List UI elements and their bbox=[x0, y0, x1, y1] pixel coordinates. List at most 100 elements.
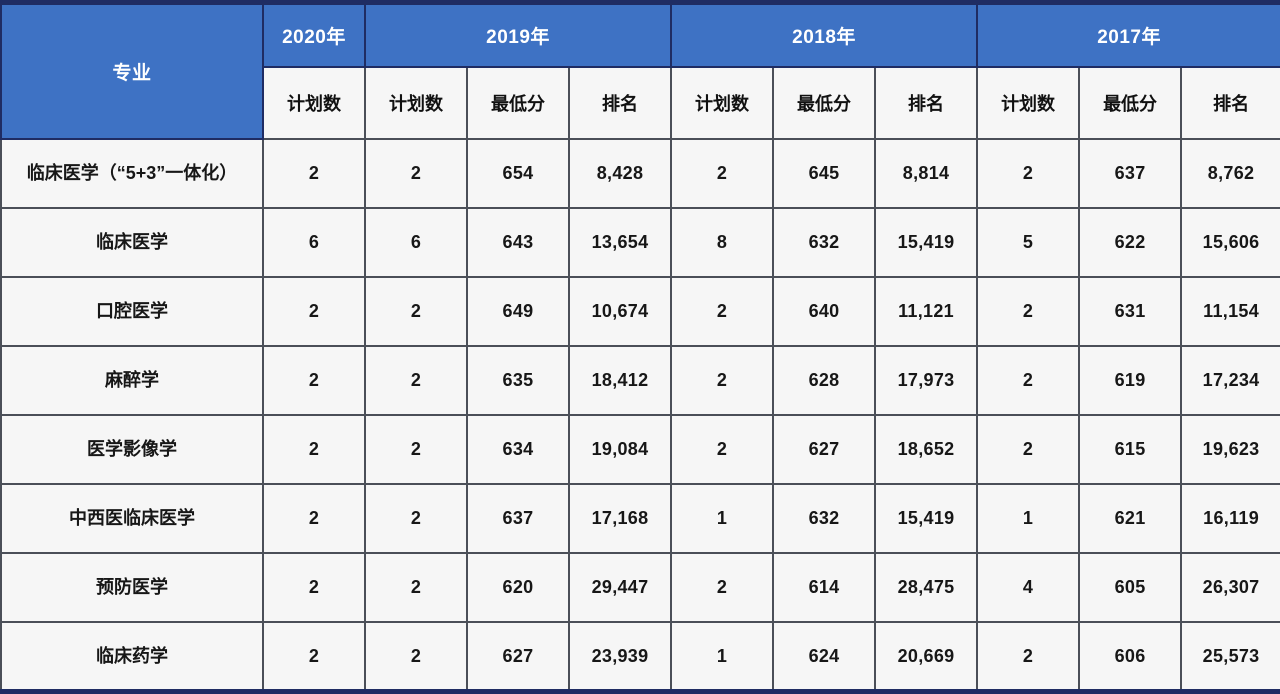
value-cell: 19,623 bbox=[1180, 413, 1280, 486]
value-cell: 615 bbox=[1078, 413, 1183, 486]
value-cell: 2 bbox=[670, 413, 775, 486]
table-row: 麻醉学 2 2 635 18,412 2 628 17,973 2 619 17,234 bbox=[0, 344, 1280, 417]
value-cell: 624 bbox=[772, 621, 877, 693]
value-cell: 15,419 bbox=[874, 206, 979, 278]
value-cell: 2 bbox=[976, 413, 1081, 486]
value-cell: 17,973 bbox=[874, 344, 979, 417]
year-header-2020: 2020年 bbox=[262, 1, 366, 68]
value-cell: 26,307 bbox=[1180, 552, 1280, 624]
value-cell: 2 bbox=[262, 275, 366, 347]
value-cell: 2 bbox=[262, 137, 366, 209]
value-cell: 643 bbox=[466, 206, 570, 278]
value-cell: 8,762 bbox=[1180, 137, 1280, 209]
value-cell: 654 bbox=[466, 137, 570, 209]
value-cell: 634 bbox=[466, 413, 570, 486]
table-row: 医学影像学 2 2 634 19,084 2 627 18,652 2 615 19,623 bbox=[0, 413, 1280, 486]
value-cell: 645 bbox=[772, 137, 877, 209]
value-cell: 614 bbox=[772, 552, 877, 624]
value-cell: 1 bbox=[670, 483, 775, 555]
value-cell: 4 bbox=[976, 552, 1081, 624]
value-cell: 2 bbox=[670, 344, 775, 417]
value-cell: 19,084 bbox=[567, 413, 673, 486]
value-cell: 1 bbox=[976, 483, 1081, 555]
year-header-2017: 2017年 bbox=[976, 1, 1280, 68]
value-cell: 620 bbox=[466, 552, 570, 624]
year-header-2018: 2018年 bbox=[670, 1, 979, 68]
value-cell: 635 bbox=[466, 344, 570, 417]
value-cell: 2 bbox=[670, 552, 775, 624]
value-cell: 2 bbox=[262, 344, 366, 417]
metric-header-plan-2020: 计划数 bbox=[262, 65, 366, 140]
value-cell: 632 bbox=[772, 206, 877, 278]
metric-header-minscore-2018: 最低分 bbox=[772, 65, 877, 140]
year-header-row: 专业 2020年 2019年 2018年 2017年 bbox=[0, 1, 1280, 140]
metric-header-rank-2019: 排名 bbox=[567, 65, 673, 140]
value-cell: 6 bbox=[262, 206, 366, 278]
value-cell: 2 bbox=[364, 483, 468, 555]
value-cell: 5 bbox=[976, 206, 1081, 278]
value-cell: 2 bbox=[670, 275, 775, 347]
value-cell: 8,428 bbox=[567, 137, 673, 209]
table-row: 预防医学 2 2 620 29,447 2 614 28,475 4 605 26,307 bbox=[0, 552, 1280, 624]
metric-header-plan-2019: 计划数 bbox=[364, 65, 468, 140]
major-cell: 预防医学 bbox=[0, 552, 264, 624]
major-cell: 麻醉学 bbox=[0, 344, 264, 417]
value-cell: 8 bbox=[670, 206, 775, 278]
value-cell: 627 bbox=[466, 621, 570, 693]
major-cell: 口腔医学 bbox=[0, 275, 264, 347]
value-cell: 627 bbox=[772, 413, 877, 486]
value-cell: 23,939 bbox=[567, 621, 673, 693]
table-row: 临床医学（“5+3”一体化） 2 2 654 8,428 2 645 8,814 2 637 8,7… bbox=[0, 137, 1280, 209]
value-cell: 632 bbox=[772, 483, 877, 555]
value-cell: 621 bbox=[1078, 483, 1183, 555]
value-cell: 631 bbox=[1078, 275, 1183, 347]
major-cell: 临床医学（“5+3”一体化） bbox=[0, 137, 264, 209]
value-cell: 16,119 bbox=[1180, 483, 1280, 555]
value-cell: 2 bbox=[262, 413, 366, 486]
value-cell: 637 bbox=[1078, 137, 1183, 209]
value-cell: 605 bbox=[1078, 552, 1183, 624]
value-cell: 622 bbox=[1078, 206, 1183, 278]
value-cell: 10,674 bbox=[567, 275, 673, 347]
table-row: 临床药学 2 2 627 23,939 1 624 20,669 2 606 25,573 bbox=[0, 621, 1280, 693]
major-cell: 中西医临床医学 bbox=[0, 483, 264, 555]
value-cell: 2 bbox=[976, 137, 1081, 209]
table-row: 口腔医学 2 2 649 10,674 2 640 11,121 2 631 11,154 bbox=[0, 275, 1280, 347]
value-cell: 17,168 bbox=[567, 483, 673, 555]
value-cell: 6 bbox=[364, 206, 468, 278]
metric-header-minscore-2019: 最低分 bbox=[466, 65, 570, 140]
major-column-header: 专业 bbox=[0, 1, 264, 140]
value-cell: 2 bbox=[364, 621, 468, 693]
value-cell: 25,573 bbox=[1180, 621, 1280, 693]
value-cell: 18,652 bbox=[874, 413, 979, 486]
value-cell: 2 bbox=[976, 621, 1081, 693]
value-cell: 2 bbox=[262, 483, 366, 555]
metric-header-minscore-2017: 最低分 bbox=[1078, 65, 1183, 140]
metric-header-plan-2018: 计划数 bbox=[670, 65, 775, 140]
value-cell: 2 bbox=[670, 137, 775, 209]
value-cell: 11,154 bbox=[1180, 275, 1280, 347]
value-cell: 640 bbox=[772, 275, 877, 347]
value-cell: 2 bbox=[364, 413, 468, 486]
table-header: 专业 2020年 2019年 2018年 2017年 计划数 计划数 最低分 排… bbox=[0, 1, 1280, 140]
value-cell: 13,654 bbox=[567, 206, 673, 278]
metric-header-row: 计划数 计划数 最低分 排名 计划数 最低分 排名 计划数 最低分 排名 bbox=[1, 65, 1280, 140]
metric-header-rank-2017: 排名 bbox=[1180, 65, 1280, 140]
value-cell: 2 bbox=[976, 344, 1081, 417]
major-cell: 临床医学 bbox=[0, 206, 264, 278]
metric-header-rank-2018: 排名 bbox=[874, 65, 979, 140]
value-cell: 606 bbox=[1078, 621, 1183, 693]
value-cell: 11,121 bbox=[874, 275, 979, 347]
table-row: 中西医临床医学 2 2 637 17,168 1 632 15,419 1 621 16,119 bbox=[0, 483, 1280, 555]
value-cell: 628 bbox=[772, 344, 877, 417]
value-cell: 8,814 bbox=[874, 137, 979, 209]
value-cell: 1 bbox=[670, 621, 775, 693]
value-cell: 17,234 bbox=[1180, 344, 1280, 417]
value-cell: 2 bbox=[262, 552, 366, 624]
table-row: 临床医学 6 6 643 13,654 8 632 15,419 5 622 15,606 bbox=[0, 206, 1280, 278]
value-cell: 15,606 bbox=[1180, 206, 1280, 278]
metric-header-plan-2017: 计划数 bbox=[976, 65, 1081, 140]
value-cell: 649 bbox=[466, 275, 570, 347]
value-cell: 2 bbox=[364, 137, 468, 209]
